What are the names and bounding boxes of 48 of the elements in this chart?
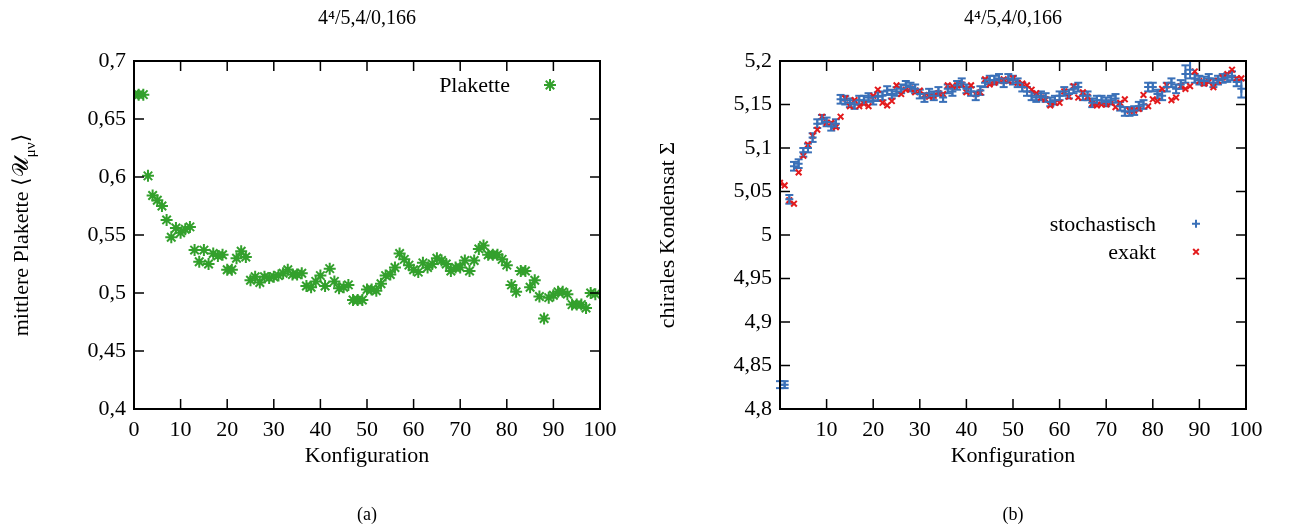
legend-label: Plakette	[439, 72, 510, 97]
y-tick-label: 5,1	[744, 133, 772, 159]
y-tick-label: 0,4	[98, 394, 126, 420]
x-tick-label: 0	[128, 415, 140, 441]
y-tick-label: 4,8	[744, 394, 772, 420]
legend-label: exakt	[1108, 238, 1156, 264]
y-tick-label: 0,55	[87, 220, 126, 246]
y-tick-label: 5,2	[744, 46, 772, 72]
y-tick-label: 0,65	[87, 104, 126, 130]
x-tick-label: 30	[908, 415, 931, 441]
x-tick-label: 70	[449, 415, 472, 441]
x-axis-title: Konfiguration	[304, 441, 430, 467]
y-axis-title: chirales Kondensat Σ	[654, 141, 679, 329]
y-tick-label: 0,45	[87, 336, 126, 362]
x-tick-label: 20	[862, 415, 885, 441]
x-tick-label: 10	[169, 415, 192, 441]
x-tick-label: 20	[216, 415, 239, 441]
x-tick-label: 40	[955, 415, 978, 441]
text: (a)	[357, 504, 377, 525]
x-tick-label: 50	[1002, 415, 1024, 441]
x-tick-label: 100	[583, 415, 617, 441]
x-tick-label: 30	[262, 415, 285, 441]
y-tick-label: 0,6	[98, 162, 126, 188]
x-tick-label: 90	[542, 415, 565, 441]
y-tick-label: 5	[761, 220, 772, 246]
x-tick-label: 90	[1188, 415, 1211, 441]
y-tick-label: 4,95	[733, 264, 772, 290]
x-tick-label: 70	[1095, 415, 1118, 441]
x-axis-title: Konfiguration	[950, 441, 1076, 467]
x-tick-label: 50	[356, 415, 378, 441]
x-tick-label: 80	[495, 415, 518, 441]
x-tick-label: 60	[402, 415, 425, 441]
y-tick-label: 4,9	[744, 307, 772, 333]
x-tick-label: 100	[1229, 415, 1263, 441]
x-tick-label: 60	[1048, 415, 1071, 441]
text: (b)	[1002, 504, 1024, 525]
y-tick-label: 5,15	[733, 90, 772, 116]
y-tick-label: 4,85	[733, 351, 772, 377]
legend-label: stochastisch	[1049, 210, 1156, 236]
y-axis-title: mittlere Plakette ⟨𝒰μν⟩	[8, 133, 38, 337]
x-tick-label: 40	[309, 415, 332, 441]
chart-title: 4⁴/5,4/0,166	[317, 6, 417, 28]
chart-title: 4⁴/5,4/0,166	[963, 6, 1063, 28]
y-tick-label: 5,05	[733, 177, 772, 203]
x-tick-label: 80	[1141, 415, 1164, 441]
y-tick-label: 0,5	[98, 278, 126, 304]
x-tick-label: 10	[815, 415, 838, 441]
y-tick-label: 0,7	[98, 46, 126, 72]
